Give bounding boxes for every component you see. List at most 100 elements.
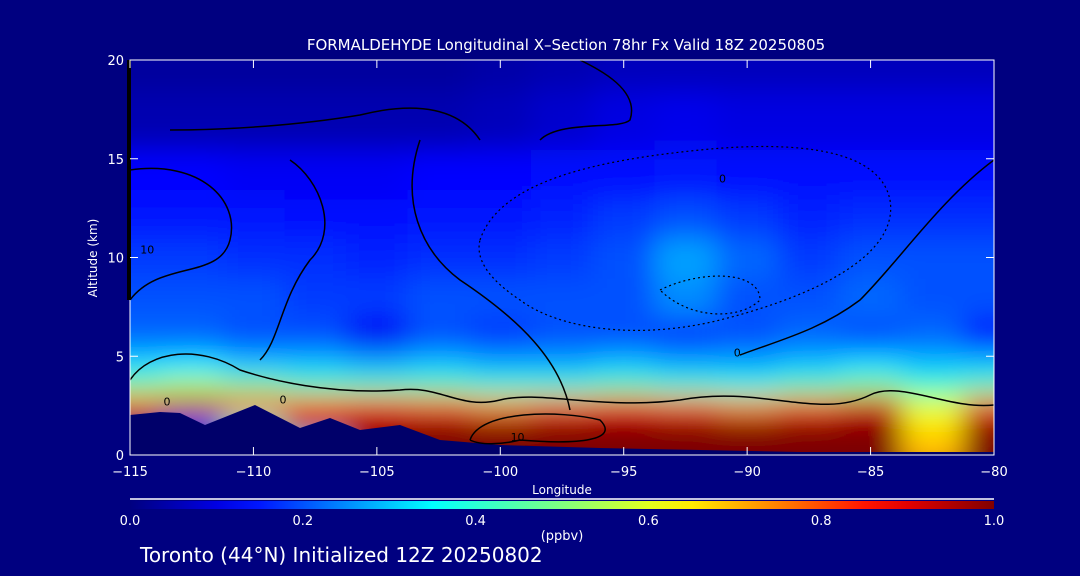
heatmap-cell (778, 435, 841, 455)
heatmap-cell (222, 277, 286, 318)
heatmap-cell (284, 395, 347, 417)
heatmap-cell (963, 198, 994, 239)
heatmap-cell (130, 148, 162, 200)
y-axis-label: Altitude (km) (86, 219, 100, 298)
contour-label: 10 (511, 431, 525, 444)
heatmap-cell (963, 435, 994, 455)
heatmap-cell (130, 376, 162, 397)
heatmap-cell (469, 316, 533, 353)
heatmap-cell (531, 316, 594, 353)
heatmap-cell (407, 395, 471, 417)
heatmap-cell (160, 198, 224, 239)
heatmap-cell (839, 415, 903, 437)
heatmap-cell (592, 60, 656, 91)
heatmap-cell (963, 351, 994, 377)
heatmap-cell (222, 198, 286, 239)
heatmap-cell (963, 60, 994, 91)
heatmap-cell (407, 351, 471, 377)
heatmap-cell (531, 277, 594, 318)
heatmap-cell (901, 148, 965, 200)
heatmap-cell (654, 148, 718, 200)
heatmap-cell (130, 198, 162, 239)
heatmap-cell (160, 277, 224, 318)
heatmap-cell (963, 277, 994, 318)
heatmap-cell (716, 277, 779, 318)
heatmap-cell (716, 435, 779, 455)
heatmap-cell (778, 89, 841, 150)
heatmap-cell (716, 415, 779, 437)
heatmap-cell (346, 395, 409, 417)
heatmap-cell (222, 237, 286, 279)
heatmap-cell (407, 415, 471, 437)
heatmap-cell (346, 277, 409, 318)
heatmap-cell (901, 316, 965, 353)
plot-area: 0 0 10 0 10 0 (130, 60, 994, 455)
heatmap-cell (531, 148, 594, 200)
heatmap-cell (592, 316, 656, 353)
heatmap-cell (778, 351, 841, 377)
heatmap-cell (963, 316, 994, 353)
heatmap-cell (407, 198, 471, 239)
colorbar-tick-label: 0.8 (811, 514, 832, 529)
heatmap-cell (284, 237, 347, 279)
heatmap-cell (963, 237, 994, 279)
heatmap-cell (716, 316, 779, 353)
heatmap-cell (160, 89, 224, 150)
heatmap-cell (284, 198, 347, 239)
heatmap-cell (716, 395, 779, 417)
heatmap-cell (778, 198, 841, 239)
heatmap-cell (901, 415, 965, 437)
heatmap-cell (160, 237, 224, 279)
heatmap-cell (407, 376, 471, 397)
contour-label: 0 (280, 394, 287, 407)
heatmap-cell (901, 277, 965, 318)
heatmap-cell (654, 60, 718, 91)
heatmap-cell (222, 351, 286, 377)
heatmap-cell (130, 89, 162, 150)
heatmap-cell (716, 351, 779, 377)
heatmap-cell (160, 395, 224, 417)
heatmap-cell (592, 89, 656, 150)
heatmap-cell (839, 60, 903, 91)
heatmap-cell (531, 198, 594, 239)
heatmap-cell (592, 237, 656, 279)
heatmap-cell (901, 237, 965, 279)
heatmap-cell (469, 415, 533, 437)
heatmap-cell (346, 198, 409, 239)
heatmap-cell (654, 198, 718, 239)
heatmap-cell (407, 277, 471, 318)
heatmap-cell (654, 316, 718, 353)
heatmap-cell (284, 277, 347, 318)
y-tick-label: 15 (107, 153, 124, 168)
heatmap-cell (778, 60, 841, 91)
heatmap-cell (778, 316, 841, 353)
heatmap-cell (130, 277, 162, 318)
heatmap-cell (469, 148, 533, 200)
x-tick-label: −90 (733, 465, 760, 480)
terrain (130, 405, 994, 455)
contour-label: 10 (140, 244, 154, 257)
x-tick-label: −95 (610, 465, 637, 480)
heatmap-cell (592, 148, 656, 200)
heatmap-cell (592, 198, 656, 239)
heatmap-cell (901, 351, 965, 377)
heatmap-cell (222, 316, 286, 353)
heatmap-cell (407, 316, 471, 353)
heatmap-cell (469, 198, 533, 239)
heatmap-cell (284, 148, 347, 200)
heatmap-cell (346, 237, 409, 279)
heatmap-cell (963, 376, 994, 397)
left-edge-shade (127, 60, 131, 300)
x-tick-label: −100 (482, 465, 518, 480)
heatmap-cell (407, 89, 471, 150)
y-tick-label: 20 (107, 54, 124, 69)
heatmap-cell (654, 351, 718, 377)
heatmap-cell (654, 89, 718, 150)
heatmap-cell (407, 237, 471, 279)
colorbar-tick-label: 1.0 (984, 514, 1005, 529)
x-tick-label: −105 (359, 465, 395, 480)
heatmap-cell (284, 351, 347, 377)
heatmap-cell (130, 60, 162, 91)
colorbar-tick-label: 0.4 (465, 514, 486, 529)
